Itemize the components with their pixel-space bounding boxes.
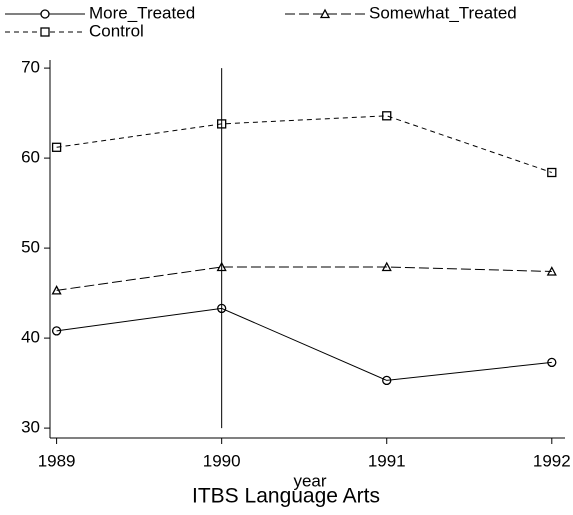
marker bbox=[216, 261, 227, 272]
legend-label: Control bbox=[89, 21, 144, 40]
marker bbox=[547, 167, 557, 178]
marker bbox=[546, 266, 557, 276]
marker bbox=[217, 303, 227, 314]
marker bbox=[51, 326, 62, 336]
legend-label: More_Treated bbox=[89, 3, 195, 22]
y-tick-label: 30 bbox=[21, 418, 40, 437]
x-tick-label: 1990 bbox=[203, 451, 241, 470]
marker bbox=[381, 261, 392, 272]
marker bbox=[51, 142, 62, 152]
marker bbox=[382, 111, 392, 121]
marker bbox=[382, 375, 392, 386]
chart-title: ITBS Language Arts bbox=[192, 485, 380, 508]
x-tick-label: 1989 bbox=[38, 451, 76, 470]
x-tick-label: 1992 bbox=[533, 451, 571, 470]
legend-marker bbox=[319, 8, 331, 19]
y-tick-label: 40 bbox=[21, 328, 40, 347]
legend-marker bbox=[40, 27, 50, 37]
series-line bbox=[56, 266, 552, 291]
legend-label: Somewhat_Treated bbox=[369, 3, 517, 22]
y-tick-label: 70 bbox=[21, 58, 40, 77]
y-tick-label: 50 bbox=[21, 238, 40, 257]
y-tick-label: 60 bbox=[21, 148, 40, 167]
legend-marker bbox=[40, 9, 50, 19]
series-line bbox=[56, 115, 552, 173]
series-line bbox=[56, 307, 552, 381]
x-axis-label: year bbox=[293, 471, 326, 490]
marker bbox=[547, 357, 557, 368]
x-tick-label: 1991 bbox=[368, 451, 406, 470]
marker bbox=[217, 119, 227, 129]
marker bbox=[51, 285, 62, 295]
